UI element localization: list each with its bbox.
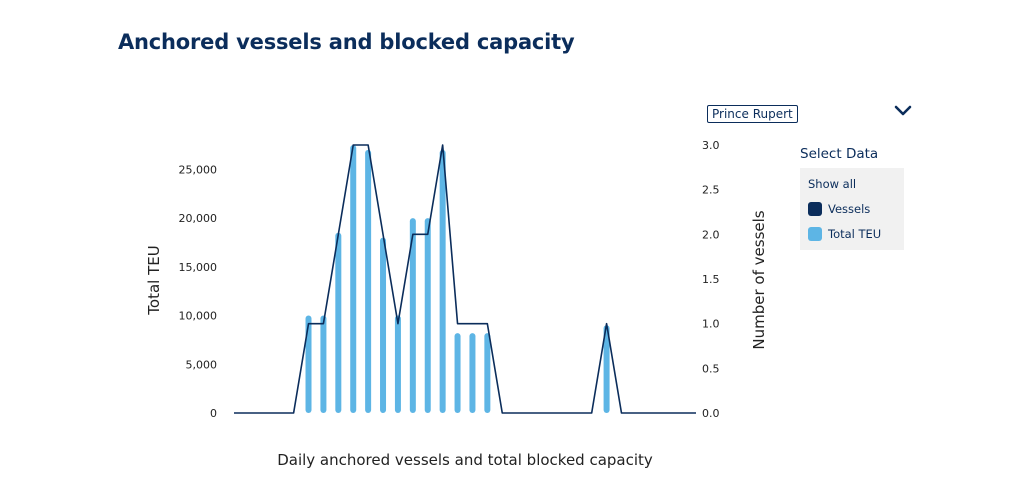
y-right-tick-label: 0.5 [702, 362, 720, 375]
y-right-axis-title: Number of vessels [750, 210, 768, 349]
chart-title: Anchored vessels and blocked capacity [118, 30, 575, 54]
y-right-tick-label: 3.0 [702, 139, 720, 152]
y-right-tick-label: 0.0 [702, 407, 720, 420]
bar-total-teu [335, 232, 342, 413]
bar-total-teu [424, 218, 431, 413]
bar-total-teu [603, 325, 610, 413]
bar-total-teu [394, 315, 401, 413]
line-vessels [234, 144, 696, 414]
y-left-axis-title: Total TEU [145, 245, 163, 315]
bar-total-teu [409, 218, 416, 413]
bar-total-teu [439, 149, 446, 413]
bar-total-teu [484, 333, 491, 413]
chevron-down-icon[interactable] [893, 104, 913, 118]
legend-item-vessels[interactable]: Vessels [808, 201, 870, 217]
port-selector[interactable]: Prince Rupert [707, 105, 798, 123]
legend-show-all[interactable]: Show all [808, 177, 857, 191]
legend-swatch-total-teu [808, 227, 822, 241]
legend-title: Select Data [800, 146, 879, 162]
legend-panel: Show all Vessels Total TEU [800, 168, 904, 250]
legend-label-vessels: Vessels [828, 202, 871, 216]
bar-total-teu [469, 333, 476, 413]
legend-swatch-vessels [808, 202, 822, 216]
bar-total-teu [454, 333, 461, 413]
y-right-tick-label: 1.5 [702, 273, 720, 286]
y-right-tick-label: 1.0 [702, 318, 720, 331]
bar-total-teu [365, 149, 372, 413]
x-axis-title: Daily anchored vessels and total blocked… [277, 451, 653, 469]
y-right-tick-label: 2.5 [702, 184, 720, 197]
bar-total-teu [350, 145, 357, 413]
legend-item-total-teu[interactable]: Total TEU [808, 226, 881, 242]
y-left-tick-label: 15,000 [179, 261, 218, 274]
y-left-tick-label: 10,000 [179, 310, 218, 323]
y-left-tick-label: 5,000 [186, 358, 218, 371]
y-left-tick-label: 20,000 [179, 212, 218, 225]
bar-total-teu [380, 237, 387, 413]
y-left-tick-label: 25,000 [179, 163, 218, 176]
legend-label-total-teu: Total TEU [828, 227, 882, 241]
y-right-tick-label: 2.0 [702, 228, 720, 241]
bar-total-teu [320, 315, 327, 413]
y-left-tick-label: 0 [210, 407, 217, 420]
bar-total-teu [305, 315, 312, 413]
